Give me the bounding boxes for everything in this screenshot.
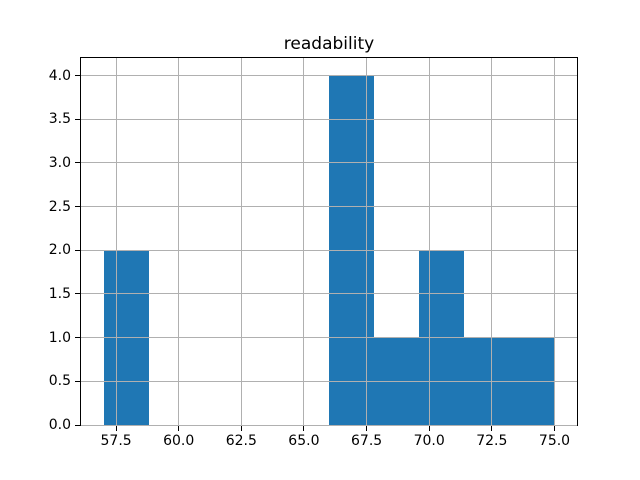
y-tick-label: 0.5 [48,373,71,390]
gridline-horizontal [81,293,577,295]
gridline-horizontal [81,380,577,382]
gridline-vertical [240,58,242,425]
y-tick-mark [75,162,80,164]
y-tick-mark [75,424,80,426]
y-tick-mark [75,380,80,382]
y-tick-label: 3.5 [48,111,71,128]
gridline-vertical [178,58,180,425]
gridline-horizontal [81,249,577,251]
x-tick-label: 72.5 [476,433,508,449]
x-tick-label: 60.0 [163,433,195,449]
x-tick-label: 62.5 [225,433,257,449]
gridline-horizontal [81,424,577,426]
x-tick-mark [178,426,180,431]
y-tick-mark [75,75,80,76]
x-tick-mark [240,426,242,431]
gridline-horizontal [81,162,577,164]
y-tick-label: 1.0 [48,329,71,346]
y-tick-label: 0.0 [48,417,71,433]
y-tick-label: 3.0 [48,154,71,171]
plot-area [80,57,578,426]
y-tick-mark [75,293,80,295]
x-tick-mark [554,426,555,431]
y-tick-label: 4.0 [48,67,71,84]
x-tick-label: 65.0 [288,433,320,449]
y-tick-label: 1.5 [48,285,71,302]
gridline-vertical [428,58,430,425]
gridline-horizontal [81,118,577,120]
chart-title: readability [283,34,375,54]
x-tick-label: 70.0 [413,433,445,449]
x-tick-label: 75.0 [538,433,571,449]
x-tick-mark [115,426,117,431]
y-tick-mark [75,206,80,207]
gridline-horizontal [81,206,577,207]
gridline-vertical [491,58,493,425]
x-tick-label: 57.5 [100,433,132,449]
gridline-horizontal [81,75,577,76]
y-tick-mark [75,249,80,251]
gridline-vertical [366,58,368,425]
gridline-vertical [115,58,117,425]
gridline-vertical [554,58,555,425]
x-tick-mark [491,426,493,431]
x-tick-mark [428,426,430,431]
y-tick-label: 2.5 [48,198,71,215]
x-tick-mark [366,426,368,431]
gridline-horizontal [81,337,577,339]
y-tick-mark [75,118,80,120]
x-tick-mark [303,426,305,431]
y-tick-label: 2.0 [48,242,71,259]
y-tick-mark [75,337,80,339]
gridline-vertical [303,58,305,425]
x-tick-label: 67.5 [351,433,383,449]
